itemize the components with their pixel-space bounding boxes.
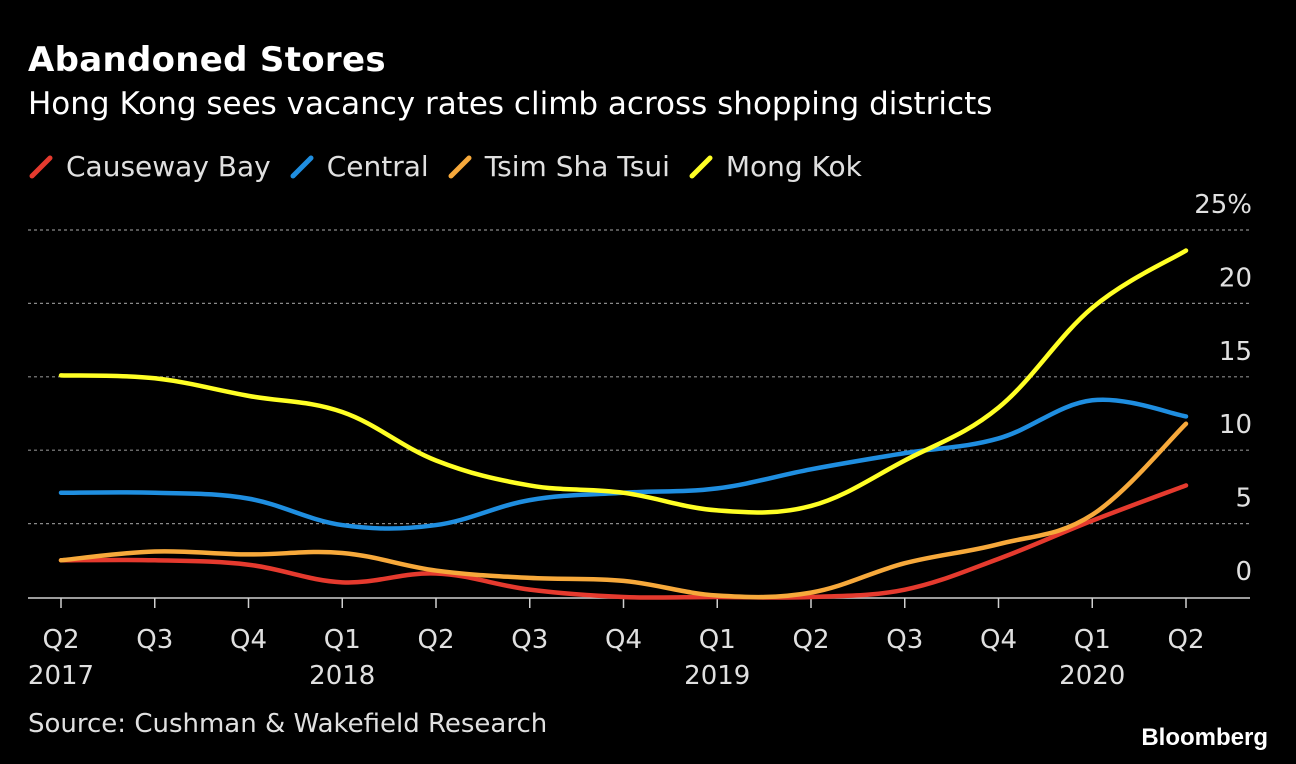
y-tick-label: 0 xyxy=(1235,557,1252,587)
series-lines xyxy=(58,248,1189,600)
y-tick-label: 10 xyxy=(1219,410,1252,440)
x-tick-label: Q4 xyxy=(980,625,1017,655)
x-tick-label: Q2 xyxy=(1167,625,1204,655)
y-tick-label: 15 xyxy=(1219,337,1252,367)
x-tick-label: Q2 xyxy=(417,625,454,655)
legend-item-tsim-sha-tsui: Tsim Sha Tsui xyxy=(447,150,670,183)
x-tick-year-label: 2018 xyxy=(309,661,375,691)
legend-label-tsim-sha-tsui: Tsim Sha Tsui xyxy=(484,150,670,183)
x-tick-label: Q2 xyxy=(42,625,79,655)
x-tick-label: Q1 xyxy=(324,625,361,655)
legend-swatch-causeway-bay xyxy=(29,155,53,178)
x-tick-label: Q4 xyxy=(605,625,642,655)
x-tick-label: Q3 xyxy=(886,625,923,655)
series-line-tsim-sha-tsui xyxy=(58,421,1189,600)
legend-label-causeway-bay: Causeway Bay xyxy=(66,150,271,183)
series-line-central xyxy=(58,397,1189,531)
x-tick-year-label: 2020 xyxy=(1059,661,1125,691)
legend-swatch-mong-kok xyxy=(689,155,713,178)
chart-subtitle: Hong Kong sees vacancy rates climb acros… xyxy=(28,86,993,122)
x-tick-label: Q1 xyxy=(1074,625,1111,655)
legend-item-central: Central xyxy=(289,150,429,183)
legend-swatch-tsim-sha-tsui xyxy=(448,155,472,178)
source-note: Source: Cushman & Wakefield Research xyxy=(28,709,548,739)
gridlines xyxy=(28,229,1250,525)
y-tick-label: 5 xyxy=(1235,484,1252,514)
legend-item-causeway-bay: Causeway Bay xyxy=(28,150,271,183)
chart-title: Abandoned Stores xyxy=(28,40,386,80)
x-tick-year-label: 2019 xyxy=(684,661,750,691)
x-tick-label: Q3 xyxy=(511,625,548,655)
x-tick-year-label: 2017 xyxy=(28,661,94,691)
legend: Causeway Bay Central Tsim Sha Tsui Mong … xyxy=(28,150,880,183)
legend-swatch-central xyxy=(290,155,314,178)
legend-label-central: Central xyxy=(326,150,429,183)
x-tick-label: Q3 xyxy=(136,625,173,655)
y-tick-label: 25% xyxy=(1194,190,1252,220)
legend-label-mong-kok: Mong Kok xyxy=(725,150,862,183)
x-tick-label: Q4 xyxy=(230,625,267,655)
legend-item-mong-kok: Mong Kok xyxy=(688,150,862,183)
x-tick-label: Q2 xyxy=(792,625,829,655)
y-tick-label: 20 xyxy=(1219,263,1252,293)
brand-logo: Bloomberg xyxy=(1141,724,1268,751)
y-axis-ticks: 0 5 10 15 20 25% xyxy=(1194,190,1252,587)
x-axis-ticks: Q2 2017 Q3 Q4 Q1 2018 Q2 Q3 Q4 Q1 2019 Q2 Q3 Q4 Q1 2020… xyxy=(28,598,1205,691)
series-line-causeway-bay xyxy=(58,483,1189,600)
x-tick-label: Q1 xyxy=(699,625,736,655)
series-line-mong-kok xyxy=(58,248,1189,515)
